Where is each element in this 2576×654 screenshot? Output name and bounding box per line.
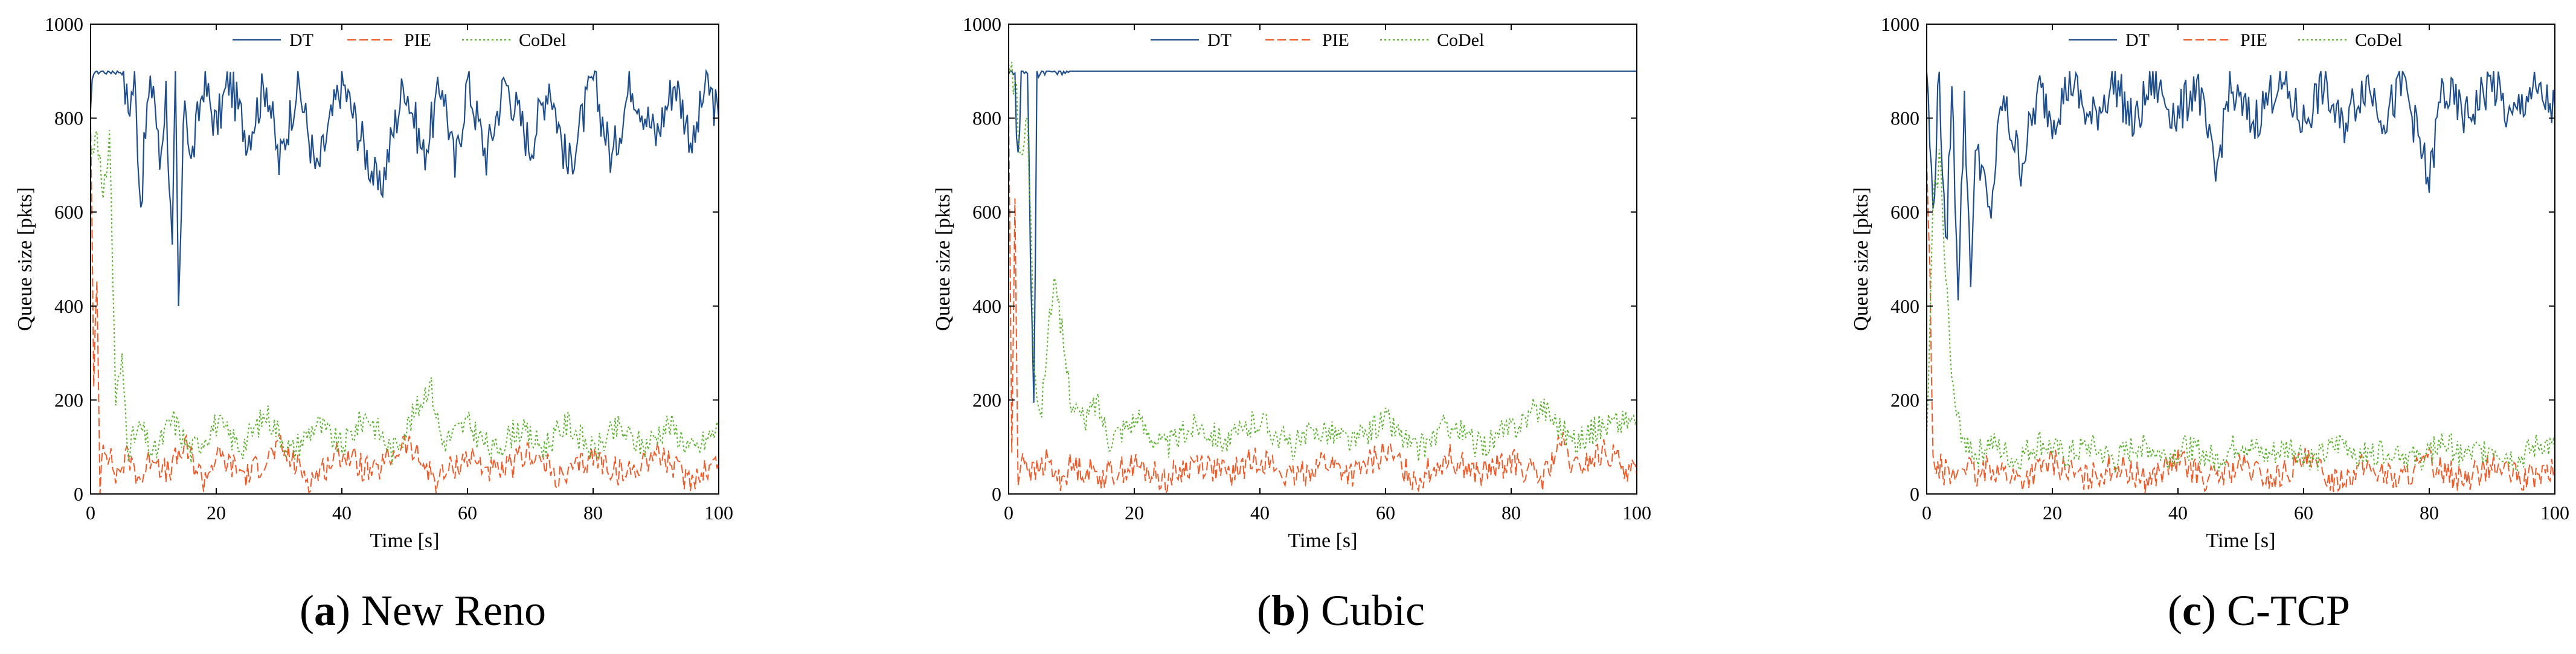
caption-a: (a) New Reno <box>300 586 546 635</box>
y-tick-label: 600 <box>1890 201 1919 223</box>
y-tick-label: 0 <box>74 483 83 505</box>
series-line-dt <box>1927 71 2555 301</box>
series-group <box>1009 62 1637 494</box>
x-tick-label: 100 <box>1622 502 1651 524</box>
series-line-pie <box>1009 112 1637 494</box>
plot-frame <box>1926 24 2555 495</box>
y-tick-label: 400 <box>972 295 1001 317</box>
x-tick-label: 60 <box>1376 502 1395 524</box>
x-tick-label: 0 <box>1922 502 1932 524</box>
y-tick-label: 0 <box>1910 483 1919 505</box>
y-tick-label: 1000 <box>1881 13 1919 35</box>
caption-text: C-TCP <box>2226 586 2350 635</box>
x-tick-label: 40 <box>1250 502 1270 524</box>
y-tick-label: 400 <box>1890 295 1919 317</box>
y-tick-label: 400 <box>54 295 83 317</box>
plot-frame <box>1008 24 1637 495</box>
x-tick-label: 100 <box>704 502 733 524</box>
legend-label-codel: CoDel <box>1437 30 1484 50</box>
y-tick-label: 0 <box>992 483 1001 505</box>
chart-panel-b: 0 20 40 60 80 100 0 200 400 600 800 1000 Time [s] Que… <box>918 0 1764 654</box>
legend-label-codel: CoDel <box>2355 30 2402 50</box>
x-tick-label: 40 <box>332 502 352 524</box>
x-tick-label: 20 <box>207 502 226 524</box>
legend-label-dt: DT <box>289 30 313 50</box>
x-axis-label: Time [s] <box>1288 530 1358 552</box>
series-group <box>91 68 719 494</box>
y-tick-label: 200 <box>54 389 83 411</box>
y-axis-label: Queue size [pkts] <box>1850 187 1872 331</box>
x-tick-label: 80 <box>2420 502 2439 524</box>
series-group <box>1927 71 2555 493</box>
caption-text: New Reno <box>361 586 546 635</box>
series-line-codel <box>1927 149 2555 474</box>
series-line-pie <box>1927 159 2555 493</box>
plot-frame <box>90 24 719 495</box>
y-tick-label: 200 <box>972 389 1001 411</box>
x-tick-label: 20 <box>1125 502 1144 524</box>
caption-text: Cubic <box>1321 586 1425 635</box>
legend-label-dt: DT <box>2125 30 2150 50</box>
x-axis-label: Time [s] <box>2206 530 2276 552</box>
caption-letter: a <box>314 586 336 635</box>
x-tick-label: 40 <box>2168 502 2188 524</box>
x-tick-label: 80 <box>1502 502 1521 524</box>
caption-letter: c <box>2182 586 2202 635</box>
y-tick-label: 200 <box>1890 389 1919 411</box>
y-tick-label: 600 <box>972 201 1001 223</box>
y-tick-label: 1000 <box>45 13 83 35</box>
series-line-pie <box>91 121 719 494</box>
x-tick-label: 0 <box>86 502 95 524</box>
caption-letter: b <box>1271 586 1296 635</box>
x-tick-label: 0 <box>1004 502 1013 524</box>
x-tick-label: 20 <box>2043 502 2062 524</box>
y-axis-label: Queue size [pkts] <box>14 187 36 331</box>
x-tick-label: 60 <box>458 502 477 524</box>
series-line-dt <box>1009 70 1637 403</box>
legend-label-pie: PIE <box>1322 30 1349 50</box>
y-tick-label: 800 <box>972 107 1001 129</box>
series-line-codel <box>1009 62 1637 461</box>
legend-label-codel: CoDel <box>519 30 566 50</box>
chart-panel-a: 0 20 40 60 80 100 0 200 400 600 800 1000 Time [s] Que… <box>0 0 846 654</box>
legend-label-pie: PIE <box>404 30 431 50</box>
x-axis-label: Time [s] <box>370 530 440 552</box>
y-tick-label: 600 <box>54 201 83 223</box>
caption-b: (b) Cubic <box>1257 586 1425 635</box>
caption-c: (c) C-TCP <box>2168 586 2350 635</box>
y-tick-label: 800 <box>1890 107 1919 129</box>
x-tick-label: 100 <box>2540 502 2569 524</box>
legend-label-dt: DT <box>1207 30 1232 50</box>
series-line-dt <box>91 68 719 307</box>
legend-label-pie: PIE <box>2240 30 2267 50</box>
series-line-codel <box>91 129 719 465</box>
x-tick-label: 80 <box>583 502 603 524</box>
y-axis-label: Queue size [pkts] <box>932 187 954 331</box>
chart-panel-c: 0 20 40 60 80 100 0 200 400 600 800 1000 Time [s] Que… <box>1836 0 2576 654</box>
y-tick-label: 800 <box>54 107 83 129</box>
y-tick-label: 1000 <box>963 13 1001 35</box>
x-tick-label: 60 <box>2294 502 2313 524</box>
